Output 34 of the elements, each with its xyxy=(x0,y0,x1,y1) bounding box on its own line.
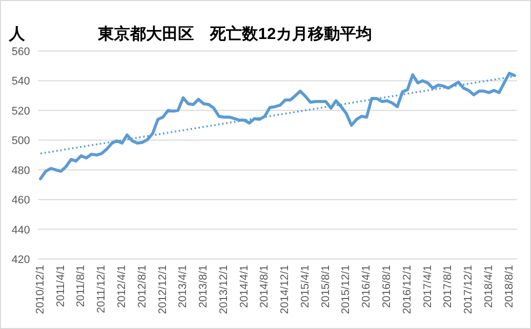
x-tick-label: 2015/8/1 xyxy=(320,265,332,308)
x-tick-label: 2016/12/1 xyxy=(402,265,414,314)
x-tick-label: 2014/4/1 xyxy=(238,265,250,308)
y-tick-label: 560 xyxy=(12,46,30,58)
y-tick-label: 480 xyxy=(12,164,30,177)
x-tick-label: 2016/4/1 xyxy=(360,265,373,308)
x-tick-label: 2015/4/1 xyxy=(299,265,312,308)
x-tick-label: 2011/4/1 xyxy=(54,265,67,308)
x-tick-label: 2012/4/1 xyxy=(116,265,128,308)
x-tick-label: 2012/8/1 xyxy=(136,265,148,308)
x-tick-label: 2016/8/1 xyxy=(381,265,394,308)
x-tick-label: 2018/4/1 xyxy=(482,265,495,308)
y-tick-label: 520 xyxy=(12,105,30,118)
x-tick-label: 2013/4/1 xyxy=(177,265,190,308)
y-tick-label: 500 xyxy=(12,135,30,148)
x-tick-label: 2011/12/1 xyxy=(96,265,108,314)
y-tick-label: 460 xyxy=(12,194,30,207)
x-tick-label: 2014/8/1 xyxy=(258,265,271,308)
x-tick-label: 2017/8/1 xyxy=(442,265,454,308)
x-tick-label: 2018/8/1 xyxy=(503,265,516,308)
x-tick-label: 2013/8/1 xyxy=(198,265,210,308)
x-tick-label: 2010/12/1 xyxy=(34,265,47,314)
x-tick-label: 2015/12/1 xyxy=(340,265,352,314)
x-tick-label: 2012/12/1 xyxy=(156,265,169,314)
x-tick-label: 2011/8/1 xyxy=(75,265,88,308)
x-tick-label: 2017/12/1 xyxy=(462,265,475,314)
y-tick-label: 440 xyxy=(12,224,30,236)
y-tick-label: 420 xyxy=(12,254,30,266)
x-tick-label: 2014/12/1 xyxy=(279,265,292,314)
y-axis-title: 人 xyxy=(8,25,26,43)
chart-title: 東京都大田区 死亡数12カ月移動平均 xyxy=(97,24,372,43)
x-tick-label: 2013/12/1 xyxy=(218,265,230,314)
y-tick-label: 540 xyxy=(12,76,30,88)
x-tick-label: 2017/4/1 xyxy=(422,265,434,308)
